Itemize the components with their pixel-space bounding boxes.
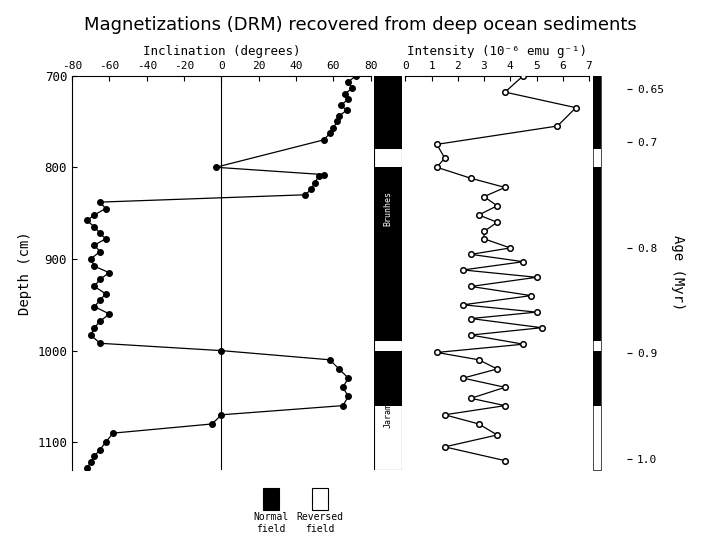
Bar [593, 76, 601, 149]
Bar [593, 149, 601, 167]
Bar [593, 167, 601, 341]
Bar [593, 76, 601, 470]
Text: Jaramillo: Jaramillo [384, 383, 392, 428]
Bar [374, 341, 402, 350]
Text: Brunhes: Brunhes [384, 191, 392, 226]
Bar [374, 149, 402, 167]
Text: Reversed
field: Reversed field [296, 512, 343, 534]
Bar [374, 406, 402, 470]
Y-axis label: Age (Myr): Age (Myr) [671, 235, 685, 310]
Y-axis label: Depth (cm): Depth (cm) [17, 231, 32, 315]
Text: Magnetizations (DRM) recovered from deep ocean sediments: Magnetizations (DRM) recovered from deep… [84, 16, 636, 34]
X-axis label: Inclination (degrees): Inclination (degrees) [143, 45, 300, 58]
Text: Normal
field: Normal field [253, 512, 288, 534]
Bar [374, 350, 402, 406]
Bar [374, 76, 402, 149]
Bar [374, 167, 402, 341]
X-axis label: Intensity (10⁻⁶ emu g⁻¹): Intensity (10⁻⁶ emu g⁻¹) [408, 45, 588, 58]
Bar [593, 76, 601, 470]
Bar [593, 350, 601, 406]
